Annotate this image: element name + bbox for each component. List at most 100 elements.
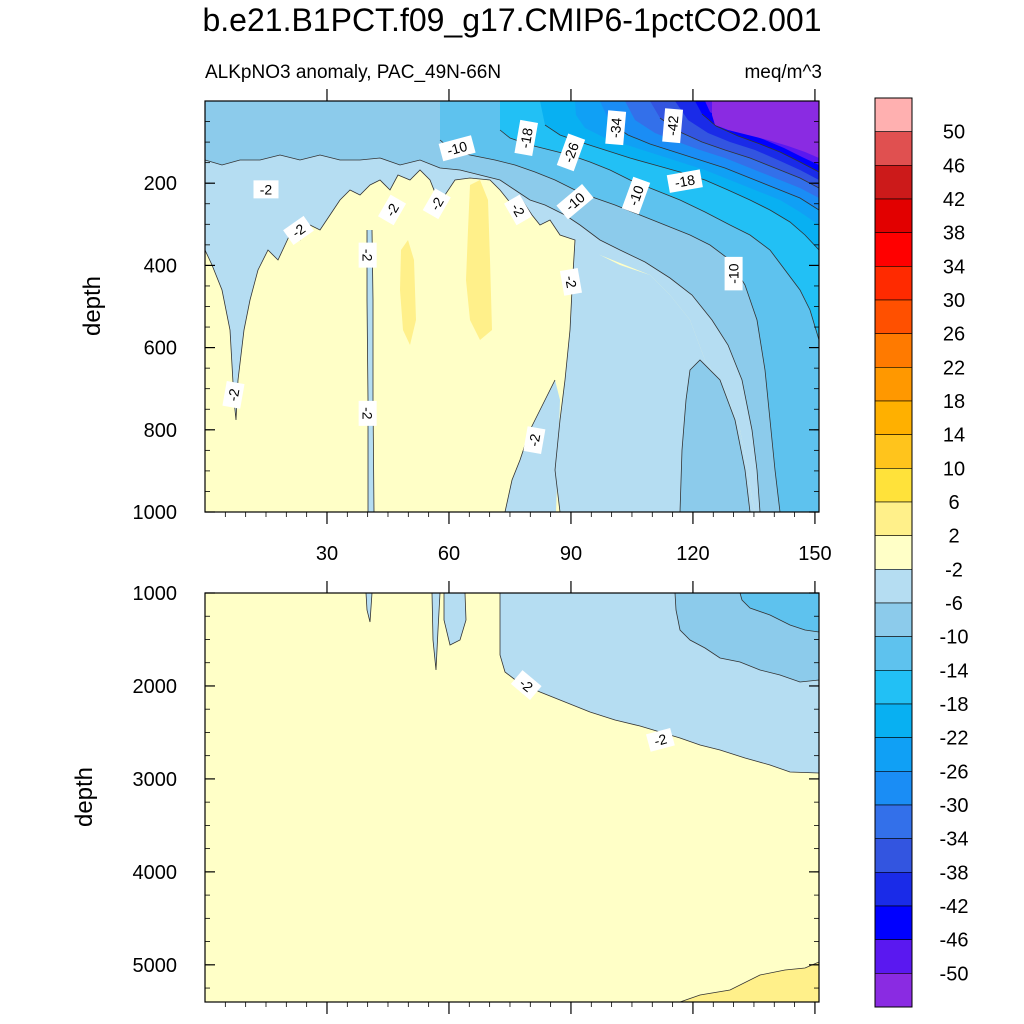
colorbar-label: -18 (940, 694, 969, 716)
contour-band (740, 593, 819, 632)
ytick-label: 3000 (133, 769, 178, 791)
contour-line (701, 113, 819, 173)
colorbar-swatch (874, 569, 913, 604)
contour-line (205, 154, 761, 512)
contour-label-text: -2 (360, 249, 376, 262)
xtick-label: 150 (798, 543, 831, 565)
ytick-label: 400 (144, 255, 177, 277)
colorbar-swatch (874, 804, 913, 839)
colorbar-label: -30 (940, 795, 969, 817)
colorbar-label: -2 (945, 559, 963, 581)
colorbar-swatch (874, 737, 913, 772)
contour-label: -2 (646, 727, 675, 752)
ytick-label: 800 (144, 420, 177, 442)
bottom-contour-labels: -2 -2 (510, 670, 675, 752)
contour-label-text: -2 (525, 432, 543, 447)
colorbar-label: 6 (948, 492, 959, 514)
contour-label-bg (724, 256, 743, 291)
contour-label: -34 (605, 110, 627, 146)
ytick-label: 4000 (133, 862, 178, 884)
xtick-label: 120 (676, 543, 709, 565)
contour-label-bg (378, 194, 407, 226)
ytick-label: 1000 (133, 583, 178, 605)
colorbar-label: -10 (940, 627, 969, 649)
contour-line (659, 117, 819, 189)
ytick-label: 600 (144, 338, 177, 360)
contour-label-bg (438, 135, 476, 162)
contour-label-text: -26 (560, 140, 582, 165)
contour-label-bg (253, 180, 279, 199)
colorbar-swatch (874, 400, 913, 435)
contour-label-bg (556, 133, 586, 172)
contour-band (367, 230, 374, 512)
colorbar-swatch (874, 232, 913, 267)
contour-label-text: -10 (726, 263, 742, 283)
contour-label: -2 (253, 180, 279, 199)
colorbar-swatch (874, 131, 913, 166)
colorbar-label: 50 (943, 122, 965, 144)
colorbar-swatch (874, 198, 913, 233)
colorbar-swatch (874, 165, 913, 200)
contour-line (499, 129, 819, 341)
top-panel (205, 101, 819, 512)
contour-label: -2 (358, 242, 377, 268)
colorbar-swatch (874, 468, 913, 503)
contour-label: -2 (510, 670, 542, 700)
contour-band (712, 101, 819, 158)
contour-line (431, 593, 441, 671)
contour-band (680, 962, 819, 1002)
contour-label: -10 (621, 176, 651, 215)
contour-label: -18 (666, 169, 703, 193)
xtick-label: 30 (316, 543, 338, 565)
colorbar-label: 30 (943, 290, 965, 312)
contour-label: -42 (662, 108, 684, 144)
contour-label-text: -42 (664, 115, 682, 137)
colorbar-swatch (874, 266, 913, 301)
colorbar-swatch (874, 771, 913, 806)
contour-label: -2 (559, 267, 582, 296)
colorbar-label: -34 (940, 829, 969, 851)
top-axes: 200 400 600 800 1000 30 60 90 120 150 (133, 89, 832, 565)
contour-line (365, 593, 373, 623)
contour-lines (365, 593, 819, 1002)
colorbar-swatch (874, 299, 913, 334)
colorbar-swatch (874, 97, 913, 132)
contour-label: -2 (422, 188, 451, 220)
contour-label-text: -18 (517, 126, 536, 149)
contour-line (443, 593, 467, 646)
contour-label-text: -2 (260, 181, 273, 197)
colorbar-swatch (874, 367, 913, 402)
colorbar-swatch (874, 905, 913, 940)
contour-label-text: -2 (652, 730, 668, 749)
contour-label-bg (646, 727, 675, 752)
xtick-label: 90 (560, 543, 582, 565)
colorbar-label: 42 (943, 189, 965, 211)
contour-label-bg (504, 194, 533, 226)
colorbar-label: 18 (943, 391, 965, 413)
contour-label-text: -34 (607, 117, 625, 139)
ytick-label: 200 (144, 173, 177, 195)
contour-label-bg (222, 380, 245, 409)
colorbar-label: -38 (940, 862, 969, 884)
contour-label-bg (422, 188, 451, 220)
ytick-label: 1000 (133, 502, 178, 524)
contour-label-text: -2 (360, 407, 376, 420)
contour-band (444, 593, 466, 645)
colorbar-label: -50 (940, 963, 969, 985)
contour-label: -26 (556, 133, 586, 172)
contour-label-bg (559, 267, 582, 296)
contour-line (679, 359, 751, 512)
colorbar-swatch (874, 602, 913, 637)
contour-label-text: -10 (445, 138, 469, 159)
contour-line (679, 961, 819, 1002)
contour-line (205, 169, 576, 512)
colorbar-label: 22 (943, 357, 965, 379)
contour-label-bg (283, 215, 314, 246)
colorbar-label: -6 (945, 593, 963, 615)
bottom-panel (205, 593, 819, 1002)
contour-line (739, 593, 819, 633)
colorbar: 50 46 42 38 34 30 26 22 18 14 10 6 2 -2 -6 -10 -14 -18 -22… (874, 97, 969, 1008)
colorbar-label: 38 (943, 223, 965, 245)
colorbar-label: 10 (943, 458, 965, 480)
